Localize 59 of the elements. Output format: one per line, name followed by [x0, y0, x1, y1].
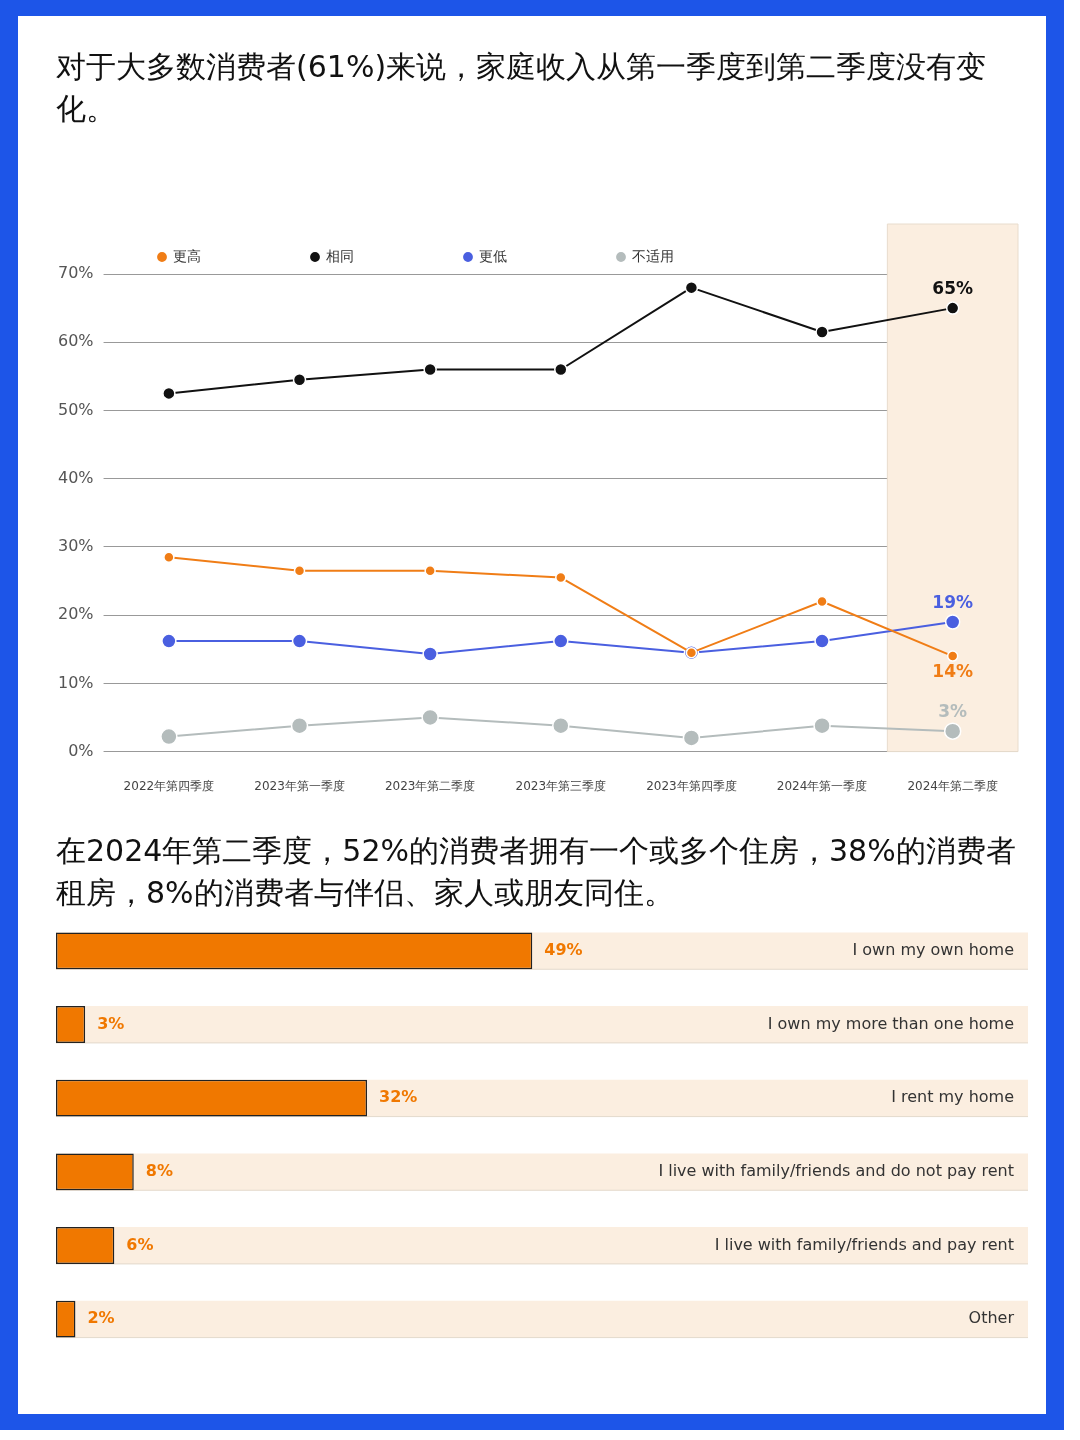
point: [291, 633, 308, 649]
data-label: 6%: [126, 1234, 154, 1254]
y-tick-label: 70%: [58, 263, 94, 283]
point: [684, 280, 699, 295]
point: [946, 650, 959, 662]
legend-label: 相同: [326, 247, 354, 264]
chart-title: 对于大多数消费者(61%)来说，家庭收入从第一季度到第二季度没有变化。: [55, 48, 988, 128]
data-label: 2%: [87, 1308, 115, 1328]
point: [813, 716, 831, 735]
point: [160, 727, 178, 746]
y-tick-label: I own my more than one home: [767, 1013, 1014, 1033]
x-tick-label: 2024年第二季度: [907, 778, 998, 793]
y-tick-label: 0%: [68, 740, 94, 760]
data-label: 32%: [379, 1087, 418, 1107]
data-label: 8%: [145, 1160, 173, 1180]
data-label: 3%: [97, 1013, 125, 1033]
point: [552, 716, 570, 735]
y-tick-label: 30%: [58, 536, 94, 556]
point: [421, 708, 439, 727]
data-label: 19%: [932, 591, 974, 612]
point: [290, 716, 309, 735]
point: [423, 362, 437, 377]
legend-label: 更高: [173, 247, 201, 264]
y-tick-label: I live with family/friends and pay rent: [714, 1234, 1014, 1254]
x-tick-label: 2023年第二季度: [384, 778, 476, 793]
y-tick-label: 50%: [58, 399, 94, 419]
point: [945, 301, 960, 315]
y-tick-label: I rent my home: [891, 1087, 1014, 1107]
point: [162, 386, 176, 401]
legend-label: 不适用: [632, 247, 674, 264]
point: [943, 722, 962, 740]
y-tick-label: 20%: [58, 604, 94, 624]
x-tick-label: 2023年第一季度: [254, 778, 345, 793]
y-tick-label: I live with family/friends and do not pay rent: [658, 1160, 1014, 1180]
point: [163, 551, 175, 563]
point: [292, 373, 307, 387]
point: [553, 633, 569, 649]
point: [814, 633, 830, 649]
data-label: 14%: [932, 661, 974, 681]
y-tick-label: Other: [968, 1308, 1015, 1328]
point: [422, 646, 438, 662]
point: [944, 614, 961, 630]
y-tick-label: 40%: [58, 467, 94, 487]
x-tick-label: 2024年第一季度: [776, 778, 868, 793]
data-label: 3%: [938, 701, 968, 722]
data-label: 65%: [932, 278, 974, 299]
data-label: 49%: [544, 939, 583, 959]
y-tick-label: 60%: [58, 331, 94, 351]
point: [554, 362, 568, 377]
y-tick-label: 10%: [58, 672, 94, 692]
x-tick-label: 2023年第三季度: [515, 778, 607, 793]
x-tick-label: 2022年第四季度: [123, 778, 215, 793]
chart-title: 在2024年第二季度，52%的消费者拥有一个或多个住房，38%的消费者租房，8%的消费者与伴侣、家人或朋友同住。: [55, 832, 1017, 912]
x-tick-label: 2023年第四季度: [646, 778, 737, 793]
point: [815, 325, 829, 339]
point: [682, 729, 701, 747]
legend-label: 更低: [479, 247, 507, 264]
point: [161, 633, 177, 649]
y-tick-label: I own my own home: [852, 939, 1014, 959]
